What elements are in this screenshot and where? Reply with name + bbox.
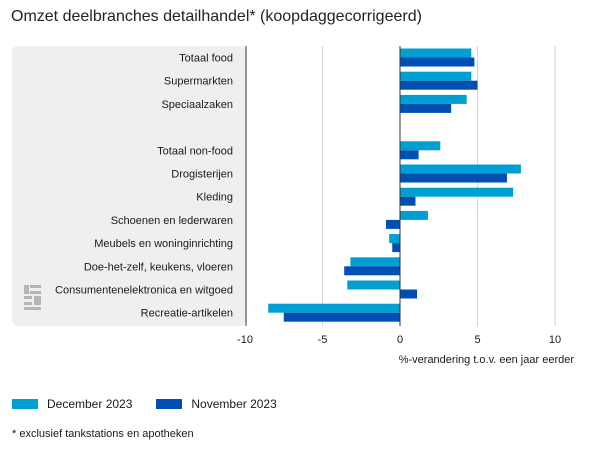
bar-november-2023-meubels-en-woninginrichting [392,243,400,253]
bar-december-2023-recreatie-artikelen [268,303,400,313]
category-label-supermarkten: Supermarkten [164,76,233,88]
bar-december-2023-totaal-non-food [400,141,441,151]
bar-december-2023-meubels-en-woninginrichting [389,234,400,244]
bar-december-2023-doe-het-zelf-keukens-vloeren [350,257,400,267]
bar-november-2023-kleding [400,196,416,206]
legend-swatch-december [12,399,38,409]
category-label-schoenen-en-lederwaren: Schoenen en lederwaren [111,215,233,227]
bar-november-2023-doe-het-zelf-keukens-vloeren [344,266,400,276]
category-label-consumentenelektronica-en-witgoed: Consumentenelektronica en witgoed [55,285,233,297]
category-label-meubels-en-woninginrichting: Meubels en woninginrichting [94,238,233,250]
x-tick-label: -5 [318,334,328,346]
x-axis-title: %-verandering t.o.v. een jaar eerder [399,354,575,366]
bar-november-2023-schoenen-en-lederwaren [386,219,400,229]
legend: December 2023 November 2023 [12,397,301,411]
legend-label-december: December 2023 [47,397,133,411]
bar-november-2023-totaal-non-food [400,150,419,160]
category-label-totaal-food: Totaal food [179,53,233,65]
bar-december-2023-speciaalzaken [400,94,467,104]
footnote: * exclusief tankstations en apotheken [12,428,194,440]
x-tick-label: -10 [237,334,253,346]
bar-november-2023-totaal-food [400,57,475,67]
bar-december-2023-supermarkten [400,71,472,81]
category-label-doe-het-zelf-keukens-vloeren: Doe-het-zelf, keukens, vloeren [84,261,233,273]
bar-december-2023-consumentenelektronica-en-witgoed [347,280,400,290]
x-tick-label: 10 [549,334,561,346]
bar-december-2023-schoenen-en-lederwaren [400,210,428,220]
legend-swatch-november [156,399,183,409]
legend-item-november: November 2023 [156,397,277,411]
category-panel [12,46,246,326]
x-tick-label: 5 [474,334,480,346]
category-label-kleding: Kleding [196,192,233,204]
x-tick-label: 0 [397,334,403,346]
bar-november-2023-recreatie-artikelen [283,312,400,322]
bar-november-2023-drogisterijen [400,173,507,183]
bar-december-2023-totaal-food [400,48,472,58]
chart-title: Omzet deelbranches detailhandel* (koopda… [11,8,422,25]
category-label-recreatie-artikelen: Recreatie-artikelen [141,308,233,320]
bar-december-2023-drogisterijen [400,164,521,174]
legend-item-december: December 2023 [12,397,132,411]
category-label-totaal-non-food: Totaal non-food [157,145,233,157]
category-label-speciaalzaken: Speciaalzaken [161,99,233,111]
category-label-drogisterijen: Drogisterijen [171,169,233,181]
bar-november-2023-speciaalzaken [400,103,452,113]
bar-november-2023-supermarkten [400,80,478,90]
bar-november-2023-consumentenelektronica-en-witgoed [400,289,418,299]
bar-december-2023-kleding [400,187,514,197]
legend-label-november: November 2023 [191,397,277,411]
chart-plot: Totaal food Supermarkten Speciaalzaken Tota… [12,46,575,366]
cbs-logo [24,285,41,310]
